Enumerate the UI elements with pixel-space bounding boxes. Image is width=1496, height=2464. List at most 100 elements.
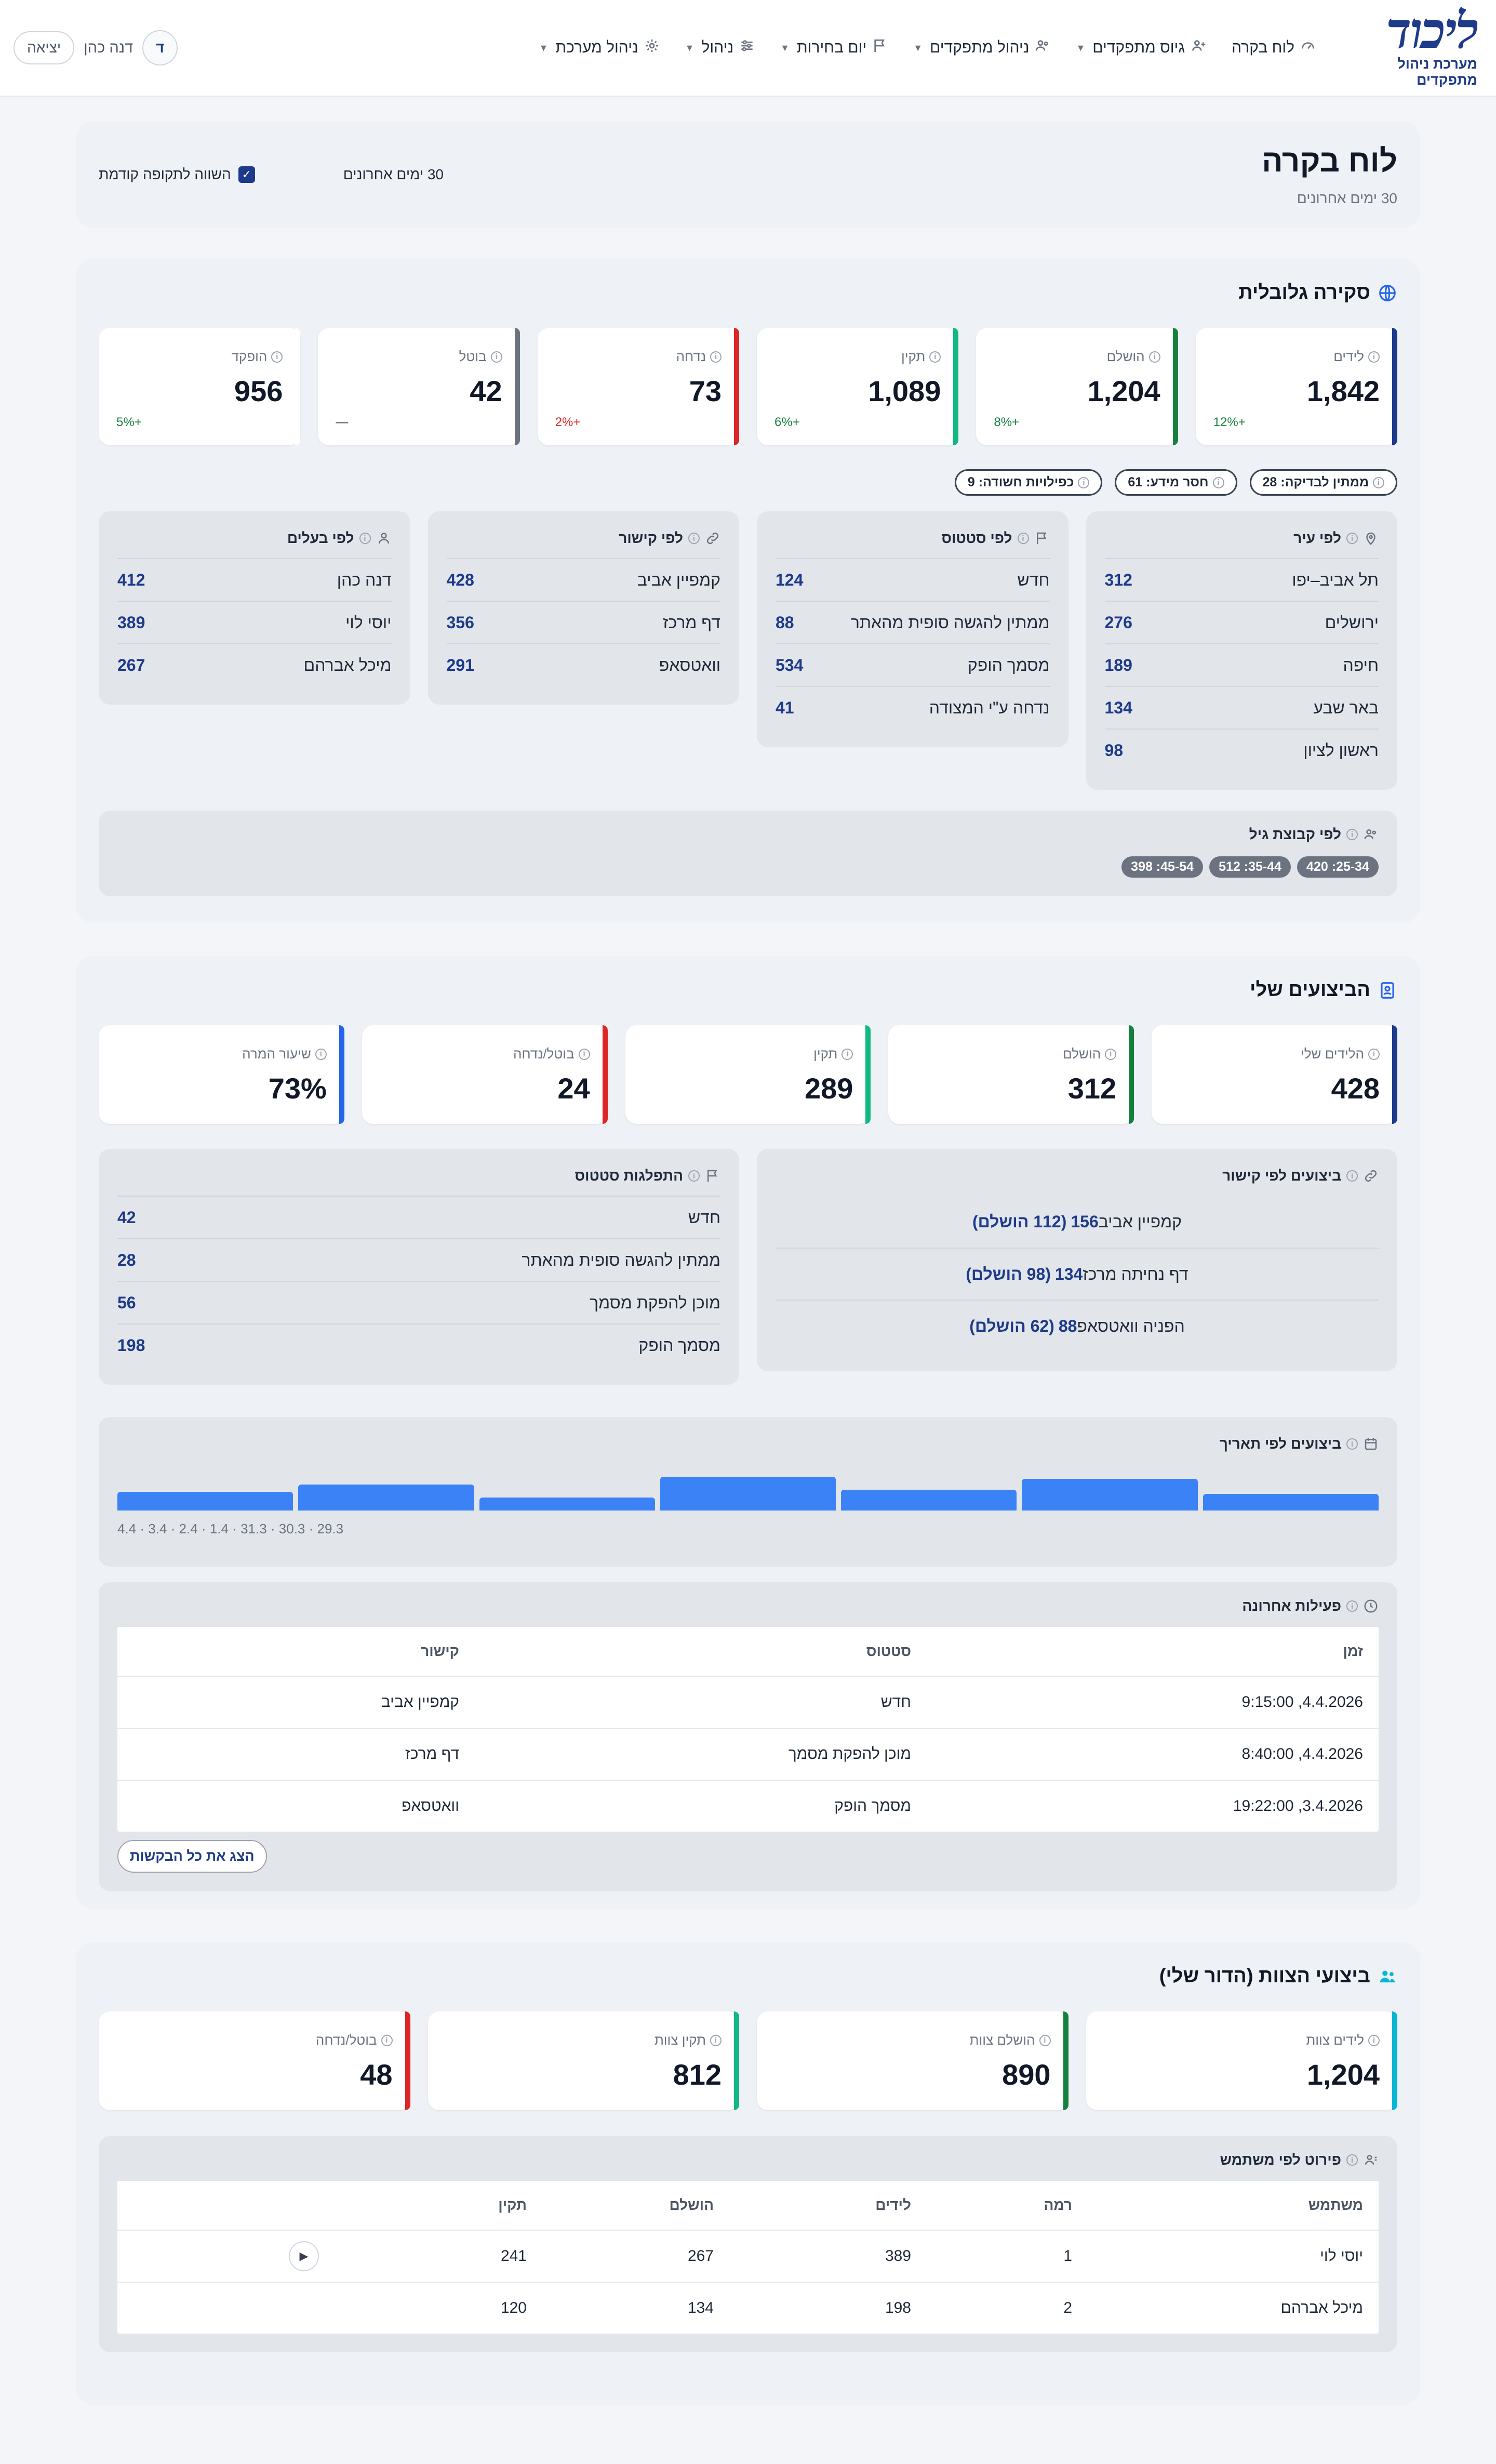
column-header[interactable]: לידים [875,2197,911,2213]
item-name: ממתין להגשה סופית מהאתר [522,1250,720,1269]
list-item[interactable]: יוסי לוי 389 [117,601,392,643]
list-item[interactable]: דף מרכז 356 [446,601,720,643]
column-header[interactable]: רמה [1044,2197,1072,2213]
list-item[interactable]: ממתין להגשה סופית מהאתר 28 [117,1238,720,1281]
list-item[interactable]: באר שבע 134 [1104,686,1379,728]
list-item[interactable]: מסמך הופק 198 [117,1323,720,1366]
info-icon[interactable]: i [271,351,283,363]
list-item[interactable]: ממתין להגשה סופית מהאתר 88 [776,601,1050,643]
section-title-mine: הביצועים שלי [99,979,1397,1001]
info-icon[interactable]: i [929,351,941,363]
flag-pill[interactable]: i כפילויות חשודה: 9 [954,469,1103,496]
info-icon[interactable]: i [578,1048,590,1060]
list-item[interactable]: נדחה ע"י המצודה 41 [776,686,1050,728]
range-selector[interactable]: 30 ימים אחרונים [343,166,444,182]
table-cell: דף מרכז [405,1745,459,1763]
flag-pills: i ממתין לבדיקה: 28 i חסר מידע: 61 i כפילויות … [99,469,1397,496]
nav-item-2[interactable]: ניהול מתפקדים ▼ [913,37,1051,58]
info-icon[interactable]: i [490,351,502,363]
table-cell: מוכן להפקת מסמך [788,1745,911,1763]
flag-pill[interactable]: i חסר מידע: 61 [1115,469,1237,496]
info-icon[interactable]: i [710,2034,722,2046]
table-row[interactable]: 4.4.2026, 8:40:00 מוכן להפקת מסמך דף מרכז [117,1728,1379,1780]
date-bar[interactable] [660,1477,836,1511]
kpi-accent-bar [295,328,301,445]
date-bar[interactable] [117,1492,293,1511]
list-item[interactable]: קמפיין אביב 428 [446,558,720,601]
info-icon[interactable]: i [1368,351,1380,363]
kpi-value: 24 [557,1072,590,1105]
user-name: דנה כהן [84,39,133,56]
table-row[interactable]: יוסי לוי 1 389 267 241 ▶ [117,2230,1379,2282]
list-item[interactable]: מיכל אברהם 267 [117,643,392,686]
list-item[interactable]: חיפה 189 [1104,643,1379,686]
table-row[interactable]: 3.4.2026, 19:22:00 מסמך הופק וואטסאפ [117,1780,1379,1832]
column-header[interactable]: זמן [1343,1643,1363,1659]
info-icon[interactable]: i [381,2034,393,2046]
info-icon[interactable]: i [1368,1048,1380,1060]
avatar[interactable]: ד [142,30,178,65]
list-item[interactable]: מוכן להפקת מסמך 56 [117,1281,720,1323]
panel-per-user: i פירוט לפי משתמש משתמש רמה לידים הושלם תקין… [99,2136,1397,2352]
compare-checkbox[interactable]: ✓ השווה לתקופה קודמת [99,166,255,183]
item-value: 412 [117,570,145,589]
item-value: 276 [1104,613,1132,632]
table-row[interactable]: מיכל אברהם 2 198 134 120 [117,2282,1379,2334]
list-item[interactable]: וואטסאפ 291 [446,643,720,686]
date-bar[interactable] [1203,1493,1379,1511]
logout-button[interactable]: יציאה [14,31,75,64]
list-item[interactable]: דנה כהן 412 [117,558,392,601]
flag-pill[interactable]: i ממתין לבדיקה: 28 [1249,469,1397,496]
info-icon[interactable]: i [1148,351,1160,363]
nav-item-1[interactable]: גיוס מתפקדים ▼ [1076,37,1207,58]
nav-item-0[interactable]: לוח בקרה [1232,37,1316,58]
info-icon[interactable]: i [842,1048,853,1060]
list-item[interactable]: חדש 124 [776,558,1050,601]
link-perf-row[interactable]: דף נחיתה מרכז 134 (98 הושלם) [776,1248,1379,1300]
users-icon [1364,829,1376,839]
info-icon[interactable]: i [315,1048,327,1060]
nav-item-4[interactable]: ניהול ▼ [685,37,755,58]
list-item[interactable]: מסמך הופק 534 [776,643,1050,686]
panel-by-owner: i לפי בעלים דנה כהן 412 יוסי לוי 389 מיכל אברה… [99,511,410,705]
play-icon[interactable]: ▶ [289,2241,319,2271]
clock-icon [1364,1599,1378,1613]
team-kpi-row: i לידים צוות 1,204 i הושלם צוות 890 i תקין צוות… [99,2011,1397,2110]
date-bar[interactable] [1022,1478,1198,1511]
logo-subtitle: מערכת ניהול מתפקדים [1397,56,1477,88]
date-bar[interactable] [479,1497,655,1511]
link-perf-row[interactable]: קמפיין אביב 156 (112 הושלם) [776,1196,1379,1248]
column-header[interactable]: קישור [421,1643,459,1659]
nav-item-3[interactable]: יום בחירות ▼ [780,37,888,58]
info-icon: i [1373,476,1384,488]
info-icon[interactable]: i [1368,2034,1380,2046]
item-value: 356 [446,613,474,632]
kpi-delta: — [336,415,349,429]
nav-item-5[interactable]: ניהול מערכת ▼ [539,37,660,58]
kpi-label: i הושלם [906,1046,1117,1062]
item-name: חדש [688,1208,720,1227]
list-item[interactable]: חדש 42 [117,1196,720,1238]
logo[interactable]: ליכוד מערכת ניהול מתפקדים [1342,6,1479,88]
list-item[interactable]: תל אביב–יפו 312 [1104,558,1379,601]
kpi-value: 428 [1331,1072,1380,1105]
item-value: 124 [776,570,804,589]
info-icon: i [1346,1170,1358,1182]
column-header[interactable]: סטטוס [866,1643,911,1659]
column-header[interactable]: תקין [498,2197,527,2213]
link-perf-row[interactable]: הפניה וואטסאפ 88 (62 הושלם) [776,1300,1379,1352]
column-header[interactable]: משתמש [1308,2197,1363,2213]
list-item[interactable]: ירושלים 276 [1104,601,1379,643]
info-icon[interactable]: i [1039,2034,1051,2046]
info-icon[interactable]: i [710,351,722,363]
nav-label: ניהול [701,39,734,56]
list-item[interactable]: ראשון לציון 98 [1104,728,1379,771]
table-row[interactable]: 4.4.2026, 9:15:00 חדש קמפיין אביב [117,1676,1379,1728]
date-bar[interactable] [298,1484,474,1511]
show-all-button[interactable]: הצג את כל הבקשות [117,1840,267,1873]
info-icon[interactable]: i [1105,1048,1117,1060]
date-bar[interactable] [841,1490,1017,1511]
column-header[interactable]: הושלם [669,2197,714,2213]
age-tag: 45-54: 398 [1121,856,1204,878]
page-title: לוח בקרה [1262,143,1397,178]
